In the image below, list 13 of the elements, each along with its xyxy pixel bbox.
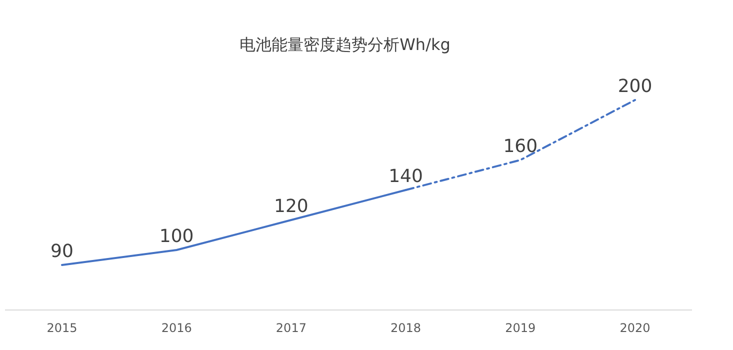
x-tick-label: 2020 (620, 321, 650, 335)
x-tick-label: 2015 (46, 321, 78, 335)
data-label: 100 (159, 226, 194, 247)
data-label: 200 (618, 76, 652, 97)
data-label: 90 (50, 241, 74, 262)
data-label: 120 (274, 196, 308, 217)
x-tick-label: 2019 (505, 321, 536, 335)
data-label: 160 (503, 136, 538, 157)
data-label: 140 (388, 166, 423, 187)
chart-title: 电池能量密度趋势分析Wh/kg (240, 35, 450, 54)
x-tick-label: 2017 (276, 321, 306, 335)
x-tick-label: 2018 (390, 321, 422, 335)
x-tick-label: 2016 (161, 321, 192, 335)
